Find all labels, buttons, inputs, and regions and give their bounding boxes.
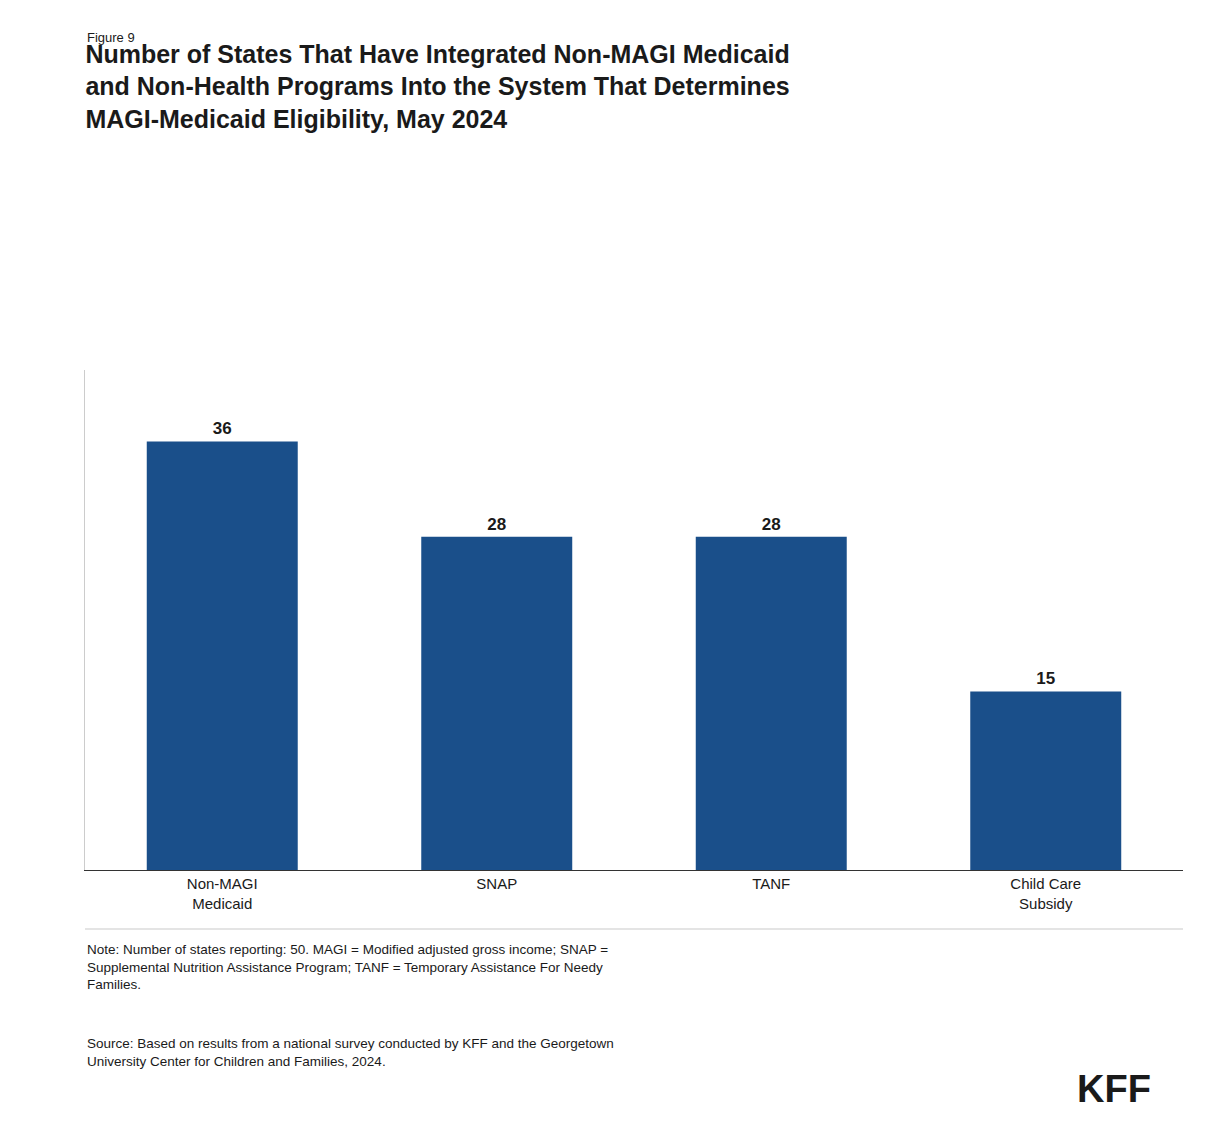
svg-text:28: 28: [762, 515, 781, 534]
svg-text:KFF: KFF: [1077, 1068, 1151, 1110]
svg-text:36: 36: [213, 419, 232, 438]
svg-text:28: 28: [487, 515, 506, 534]
svg-text:SNAP: SNAP: [476, 875, 517, 892]
svg-text:Note: Number of states reporti: Note: Number of states reporting: 50. MA…: [87, 942, 608, 992]
svg-text:Figure 9: Figure 9: [87, 30, 135, 45]
svg-text:Source: Based on results from: Source: Based on results from a national…: [87, 1036, 614, 1069]
svg-text:Non-MAGIMedicaid: Non-MAGIMedicaid: [187, 875, 258, 912]
svg-text:TANF: TANF: [752, 875, 790, 892]
svg-text:Child CareSubsidy: Child CareSubsidy: [1010, 875, 1081, 912]
svg-text:15: 15: [1036, 669, 1055, 688]
svg-text:Number of States That Have Int: Number of States That Have Integrated No…: [85, 40, 789, 133]
